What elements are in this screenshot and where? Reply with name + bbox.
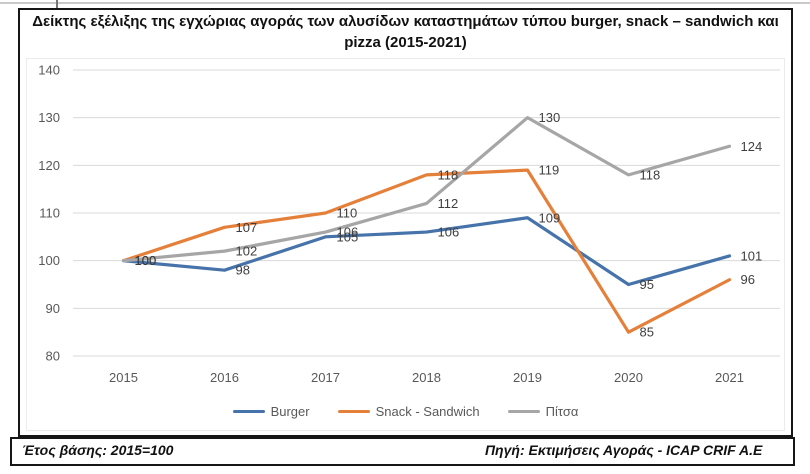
svg-text:106: 106	[337, 225, 359, 240]
chart-title: Δείκτης εξέλιξης της εγχώριας αγοράς των…	[18, 8, 793, 57]
legend-item: Burger	[232, 404, 310, 419]
legend-line-swatch	[507, 410, 540, 413]
svg-text:124: 124	[741, 139, 763, 154]
svg-text:110: 110	[337, 206, 358, 221]
svg-text:85: 85	[640, 325, 654, 340]
chart-container: 140 130 120 110 100 90 80 2015 2016 2017 2018 2019 2…	[18, 52, 793, 437]
svg-text:100: 100	[135, 253, 157, 268]
svg-text:98: 98	[236, 263, 250, 278]
table-border-stub	[56, 0, 58, 8]
legend-line-swatch	[232, 410, 265, 413]
legend-label: Snack - Sandwich	[375, 404, 480, 419]
svg-text:119: 119	[539, 163, 560, 178]
svg-text:2021: 2021	[715, 370, 744, 385]
legend-line-swatch	[337, 410, 370, 413]
svg-text:110: 110	[39, 206, 60, 221]
svg-text:140: 140	[38, 63, 60, 78]
svg-text:2017: 2017	[311, 370, 340, 385]
footer-bar: Έτος βάσης: 2015=100 Πηγή: Εκτιμήσεις Αγ…	[10, 437, 795, 466]
svg-text:105: 105	[337, 229, 359, 244]
svg-text:2018: 2018	[412, 370, 441, 385]
chart-frame	[26, 58, 785, 431]
chart-legend: Burger Snack - Sandwich Πίτσα	[20, 404, 791, 419]
legend-item: Πίτσα	[507, 404, 579, 419]
svg-text:130: 130	[38, 110, 60, 125]
svg-text:100: 100	[135, 253, 157, 268]
top-divider	[0, 2, 810, 4]
svg-text:90: 90	[46, 301, 60, 316]
base-year-note: Έτος βάσης: 2015=100	[22, 442, 174, 458]
legend-label: Πίτσα	[545, 404, 579, 419]
chart-svg: 140 130 120 110 100 90 80 2015 2016 2017 2018 2019 2…	[38, 63, 780, 385]
svg-text:101: 101	[741, 248, 763, 263]
svg-text:2020: 2020	[614, 370, 643, 385]
svg-text:2016: 2016	[210, 370, 239, 385]
svg-text:100: 100	[38, 253, 60, 268]
svg-text:80: 80	[46, 349, 60, 364]
svg-text:2019: 2019	[513, 370, 542, 385]
svg-text:100: 100	[135, 253, 157, 268]
svg-text:120: 120	[38, 158, 60, 173]
source-note: Πηγή: Εκτιμήσεις Αγοράς - ICAP CRIF A.E	[485, 442, 763, 458]
legend-label: Burger	[270, 404, 310, 419]
svg-text:107: 107	[236, 220, 258, 235]
svg-text:109: 109	[539, 210, 561, 225]
svg-text:2015: 2015	[109, 370, 138, 385]
svg-text:130: 130	[539, 110, 561, 125]
svg-text:118: 118	[438, 167, 459, 182]
svg-text:106: 106	[438, 225, 460, 240]
svg-text:95: 95	[640, 277, 654, 292]
svg-text:102: 102	[236, 244, 258, 259]
svg-text:96: 96	[741, 272, 755, 287]
svg-text:112: 112	[438, 196, 459, 211]
svg-text:118: 118	[640, 167, 661, 182]
legend-item: Snack - Sandwich	[337, 404, 480, 419]
